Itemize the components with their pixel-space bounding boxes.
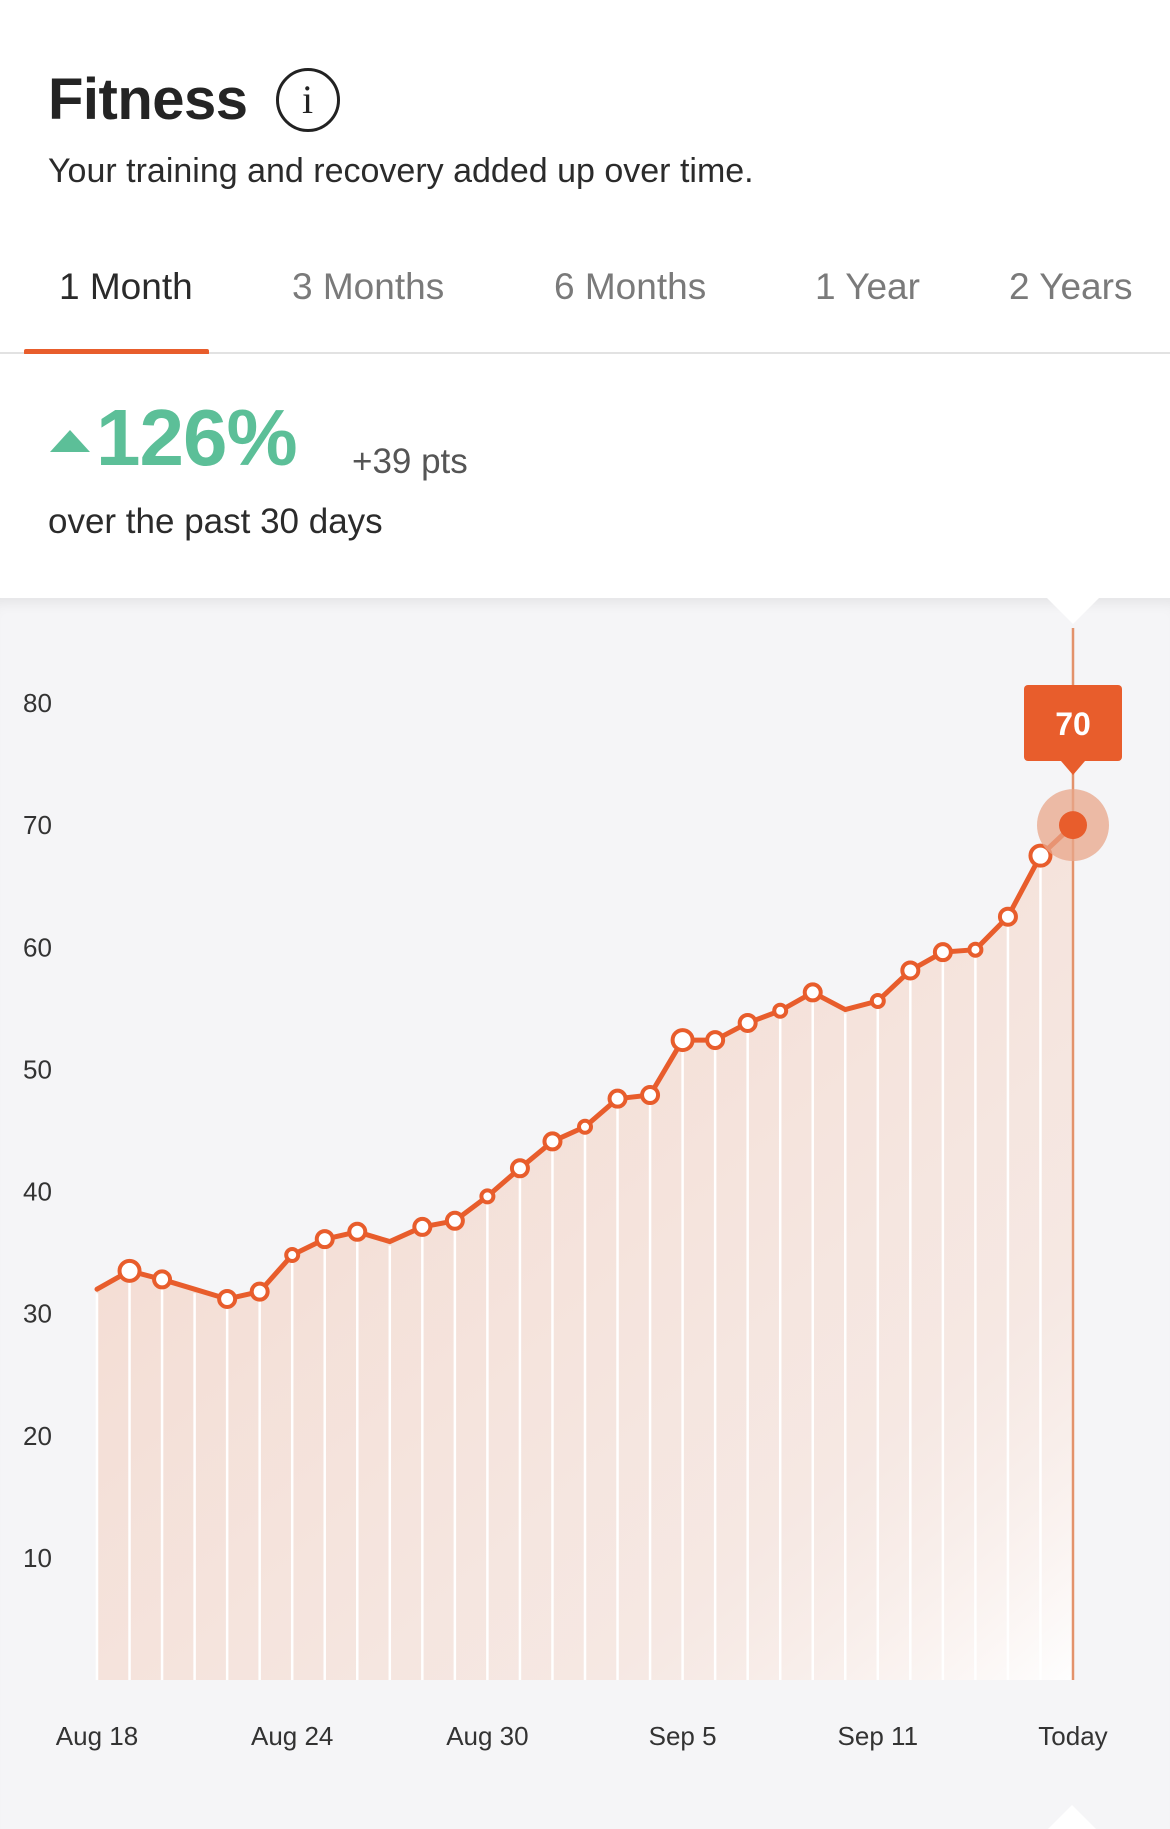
- y-tick-label: 20: [23, 1421, 52, 1451]
- y-tick-label: 40: [23, 1177, 52, 1207]
- data-point: [900, 960, 921, 981]
- selected-point[interactable]: 70: [1024, 685, 1122, 862]
- selected-point-dot[interactable]: [1059, 811, 1087, 840]
- data-point: [249, 1281, 270, 1302]
- tab-2-years[interactable]: 2 Years: [1009, 266, 1133, 307]
- data-point: [479, 1188, 496, 1205]
- tooltip-value: 70: [1055, 706, 1091, 742]
- percent-change: 126%: [96, 393, 298, 482]
- summary-section: 126% +39 pts over the past 30 days: [0, 354, 1170, 598]
- data-point: [577, 1118, 593, 1135]
- data-point: [967, 941, 984, 958]
- data-point: [542, 1131, 563, 1152]
- data-point: [509, 1158, 530, 1179]
- y-tick-label: 70: [23, 810, 52, 840]
- y-tick-label: 10: [23, 1543, 52, 1573]
- x-tick-label: Today: [1038, 1721, 1107, 1751]
- chart-points: [117, 843, 1053, 1309]
- data-point: [117, 1258, 142, 1283]
- up-arrow-icon: [50, 430, 90, 452]
- data-point: [314, 1229, 335, 1250]
- x-tick-label: Aug 30: [446, 1721, 528, 1751]
- x-tick-label: Aug 24: [251, 1721, 333, 1751]
- data-point: [932, 942, 953, 963]
- data-point: [217, 1288, 238, 1309]
- tooltip-pointer: [1061, 761, 1085, 775]
- data-point: [284, 1247, 301, 1264]
- tab-3-months[interactable]: 3 Months: [292, 266, 445, 307]
- y-axis: 10 20 30 40 50 60 70 80: [23, 688, 52, 1573]
- data-point: [670, 1028, 695, 1053]
- data-point: [152, 1269, 173, 1290]
- active-tab-indicator: [24, 349, 209, 355]
- points-change: +39 pts: [352, 442, 468, 481]
- data-point: [737, 1012, 758, 1033]
- x-axis: Aug 18 Aug 24 Aug 30 Sep 5 Sep 11 Today: [56, 1721, 1108, 1751]
- data-point: [705, 1030, 726, 1051]
- data-point: [640, 1085, 661, 1106]
- y-tick-label: 30: [23, 1299, 52, 1329]
- tab-1-year[interactable]: 1 Year: [815, 266, 920, 307]
- data-point: [802, 982, 823, 1003]
- x-tick-label: Sep 11: [838, 1721, 918, 1751]
- y-tick-label: 80: [23, 688, 52, 718]
- x-tick-label: Sep 5: [649, 1721, 717, 1751]
- value-tooltip: [1024, 685, 1122, 761]
- panel-notch-bottom: [1048, 1805, 1096, 1829]
- data-point: [444, 1210, 465, 1231]
- chart-day-separators: [95, 829, 1075, 1680]
- page-subtitle: Your training and recovery added up over…: [48, 152, 754, 190]
- data-point: [869, 992, 886, 1009]
- header: Fitness i Your training and recovery add…: [0, 0, 1170, 355]
- period-label: over the past 30 days: [48, 502, 383, 541]
- data-point: [772, 1002, 789, 1019]
- tab-6-months[interactable]: 6 Months: [554, 266, 707, 307]
- tab-1-month[interactable]: 1 Month: [59, 266, 193, 307]
- data-point: [997, 906, 1018, 927]
- info-icon[interactable]: i: [275, 67, 340, 132]
- data-point: [607, 1088, 628, 1109]
- y-tick-label: 60: [23, 932, 52, 962]
- x-tick-label: Aug 18: [56, 1721, 138, 1751]
- data-point: [1028, 843, 1053, 868]
- data-point: [412, 1216, 433, 1237]
- panel-notch: [1045, 596, 1101, 624]
- page-title: Fitness: [48, 67, 248, 132]
- title-row: Fitness i: [48, 66, 340, 133]
- time-range-tabs: 1 Month 3 Months 6 Months 1 Year 2 Years: [0, 250, 1170, 355]
- y-tick-label: 50: [23, 1054, 52, 1084]
- data-point: [347, 1221, 368, 1242]
